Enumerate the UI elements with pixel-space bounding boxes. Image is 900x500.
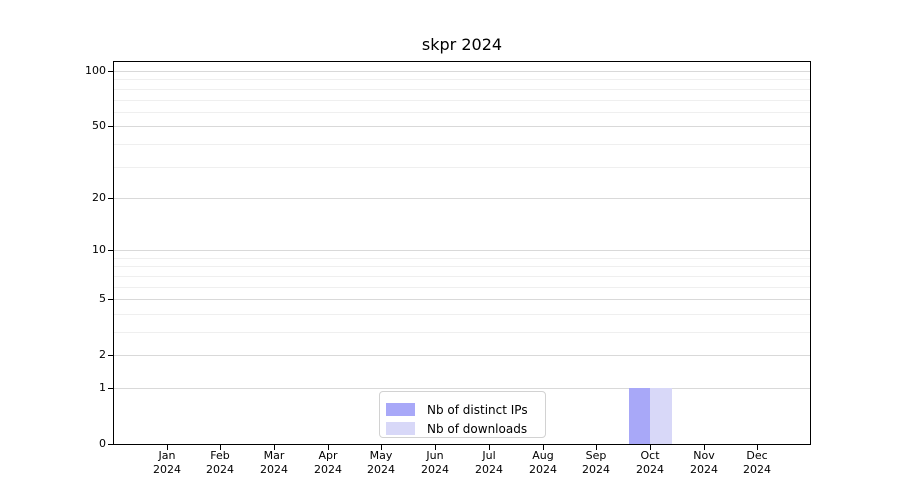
gridline-minor-4 [114,314,810,315]
y-tick-label-100: 100 [85,64,106,77]
gridline-minor-6 [114,287,810,288]
y-tick-label-0: 0 [99,437,106,450]
gridline-major-5 [114,299,810,300]
x-tick-aug [543,445,544,450]
gridline-minor-7 [114,276,810,277]
x-tick-month: Nov [693,449,715,462]
legend: Nb of distinct IPs Nb of downloads [379,391,546,438]
x-tick-year: 2024 [153,463,181,476]
x-tick-label-mar: Mar 2024 [246,449,302,477]
bar-oct-downloads [650,388,672,444]
bar-oct-distinct-ips [628,388,650,444]
x-tick-jan [167,445,168,450]
x-tick-apr [328,445,329,450]
x-tick-month: Jul [482,449,496,462]
x-tick-oct [650,445,651,450]
chart-title: skpr 2024 [421,35,503,54]
y-tick-label-1: 1 [99,381,106,394]
gridline-major-10 [114,250,810,251]
x-tick-month: Jun [426,449,444,462]
x-tick-label-nov: Nov 2024 [676,449,732,477]
x-tick-month: May [369,449,393,462]
gridline-major-20 [114,198,810,199]
legend-entry-distinct-ips: Nb of distinct IPs [386,400,545,419]
x-tick-label-oct: Oct 2024 [622,449,678,477]
x-tick-label-jun: Jun 2024 [407,449,463,477]
downloads-swatch [386,422,415,435]
y-tick-label-20: 20 [92,191,106,204]
y-tick-10 [108,250,113,251]
x-tick-nov [704,445,705,450]
gridline-minor-9 [114,258,810,259]
y-tick-2 [108,355,113,356]
x-tick-month: Mar [263,449,285,462]
x-tick-year: 2024 [367,463,395,476]
x-tick-year: 2024 [582,463,610,476]
y-tick-1 [108,388,113,389]
legend-entry-downloads: Nb of downloads [386,419,545,438]
x-tick-mar [274,445,275,450]
x-tick-year: 2024 [743,463,771,476]
y-tick-label-10: 10 [92,243,106,256]
x-tick-month: Dec [746,449,768,462]
y-tick-50 [108,126,113,127]
x-tick-label-aug: Aug 2024 [515,449,571,477]
y-tick-20 [108,198,113,199]
gridline-major-50 [114,126,810,127]
x-tick-dec [757,445,758,450]
gridline-minor-70 [114,100,810,101]
x-tick-year: 2024 [636,463,664,476]
x-tick-year: 2024 [421,463,449,476]
distinct-ips-swatch [386,403,415,416]
x-tick-jun [435,445,436,450]
legend-label-downloads: Nb of downloads [427,421,528,436]
gridline-major-1 [114,388,810,389]
x-tick-feb [220,445,221,450]
gridline-major-2 [114,355,810,356]
gridline-minor-30 [114,167,810,168]
x-tick-month: Feb [210,449,230,462]
x-tick-year: 2024 [529,463,557,476]
x-tick-month: Apr [318,449,338,462]
gridline-minor-3 [114,332,810,333]
x-tick-month: Sep [585,449,607,462]
y-tick-5 [108,299,113,300]
x-tick-jul [489,445,490,450]
x-tick-label-dec: Dec 2024 [729,449,785,477]
x-tick-year: 2024 [690,463,718,476]
legend-label-distinct-ips: Nb of distinct IPs [427,402,528,417]
x-tick-label-jul: Jul 2024 [461,449,517,477]
y-tick-100 [108,71,113,72]
x-tick-sep [596,445,597,450]
x-tick-label-sep: Sep 2024 [568,449,624,477]
y-tick-label-5: 5 [99,292,106,305]
y-tick-label-2: 2 [99,348,106,361]
x-tick-label-jan: Jan 2024 [139,449,195,477]
x-tick-year: 2024 [260,463,288,476]
x-tick-year: 2024 [314,463,342,476]
gridline-minor-8 [114,266,810,267]
x-tick-label-apr: Apr 2024 [300,449,356,477]
y-tick-label-50: 50 [92,119,106,132]
y-tick-0 [108,444,113,445]
x-tick-year: 2024 [475,463,503,476]
gridline-minor-60 [114,112,810,113]
x-tick-label-feb: Feb 2024 [192,449,248,477]
gridline-minor-90 [114,79,810,80]
x-tick-year: 2024 [206,463,234,476]
plot-area: Nb of distinct IPs Nb of downloads [113,61,811,445]
x-tick-month: Oct [640,449,660,462]
x-tick-label-may: May 2024 [353,449,409,477]
gridline-minor-80 [114,89,810,90]
x-tick-may [381,445,382,450]
gridline-major-100 [114,71,810,72]
x-tick-month: Aug [532,449,554,462]
x-tick-month: Jan [158,449,176,462]
gridline-minor-40 [114,144,810,145]
